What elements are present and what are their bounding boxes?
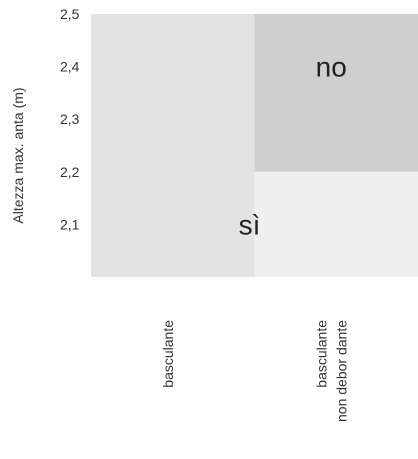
region-2 <box>254 171 418 277</box>
region-0 <box>91 14 255 277</box>
y-axis-ticks: 2,1 2,2 2,3 2,4 2,5 <box>60 6 80 232</box>
y-tick-label: 2,2 <box>60 164 80 180</box>
x-category-label: basculante <box>313 320 329 388</box>
region-1 <box>254 14 418 172</box>
region-labels: no sì <box>239 52 347 241</box>
x-category-label: non debor dante <box>333 320 349 422</box>
x-category-label: basculante <box>160 320 176 388</box>
region-label-si: sì <box>239 209 261 240</box>
y-tick-label: 2,1 <box>60 216 80 232</box>
y-tick-label: 2,4 <box>60 59 80 75</box>
y-axis-label: Altezza max. anta (m) <box>10 87 26 223</box>
chart-regions <box>91 14 418 277</box>
y-tick-label: 2,5 <box>60 6 80 22</box>
x-axis-categories: basculante basculante non debor dante <box>160 320 350 422</box>
y-tick-label: 2,3 <box>60 111 80 127</box>
region-label-no: no <box>316 52 347 83</box>
